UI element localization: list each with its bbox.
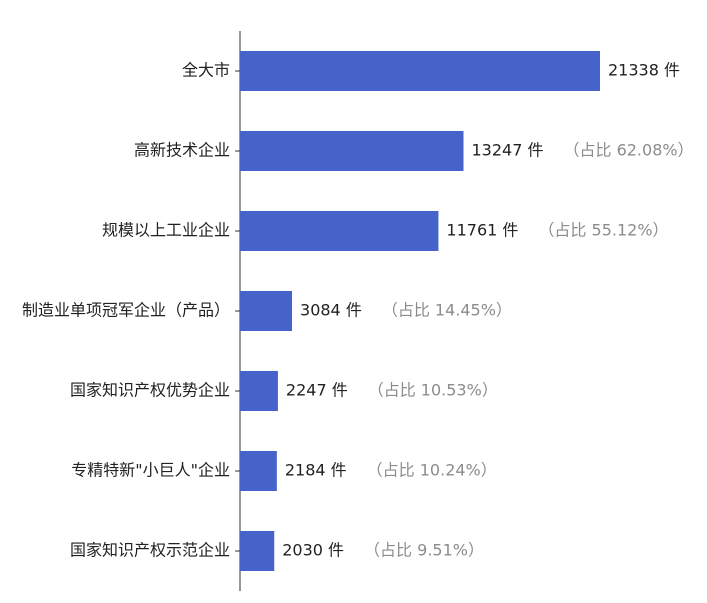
data-label: 2184 件: [285, 461, 347, 480]
bar: [240, 451, 277, 491]
percent-label: （占比 10.24%）: [367, 461, 497, 480]
y-tick-label: 规模以上工业企业: [102, 221, 230, 240]
y-tick-label: 专精特新"小巨人"企业: [71, 461, 230, 480]
bar: [240, 371, 278, 411]
bar: [240, 291, 293, 331]
y-tick-label: 高新技术企业: [134, 141, 230, 160]
bar: [240, 531, 275, 571]
data-label: 13247 件: [471, 141, 543, 160]
percent-label: （占比 55.12%）: [538, 221, 668, 240]
y-tick-label: 国家知识产权优势企业: [70, 381, 230, 400]
bar: [240, 131, 464, 171]
y-tick-label: 全大市: [182, 61, 230, 80]
percent-label: （占比 14.45%）: [382, 301, 512, 320]
percent-label: （占比 62.08%）: [563, 141, 693, 160]
data-label: 3084 件: [300, 301, 362, 320]
data-label: 2030 件: [282, 541, 344, 560]
data-label: 2247 件: [286, 381, 348, 400]
y-tick-label: 国家知识产权示范企业: [70, 541, 230, 560]
bar: [240, 211, 439, 251]
y-tick-label: 制造业单项冠军企业（产品）: [22, 301, 230, 320]
percent-label: （占比 10.53%）: [368, 381, 498, 400]
percent-label: （占比 9.51%）: [364, 541, 484, 560]
data-label: 21338 件: [608, 61, 680, 80]
data-label: 11761 件: [446, 221, 518, 240]
bar: [240, 51, 600, 91]
